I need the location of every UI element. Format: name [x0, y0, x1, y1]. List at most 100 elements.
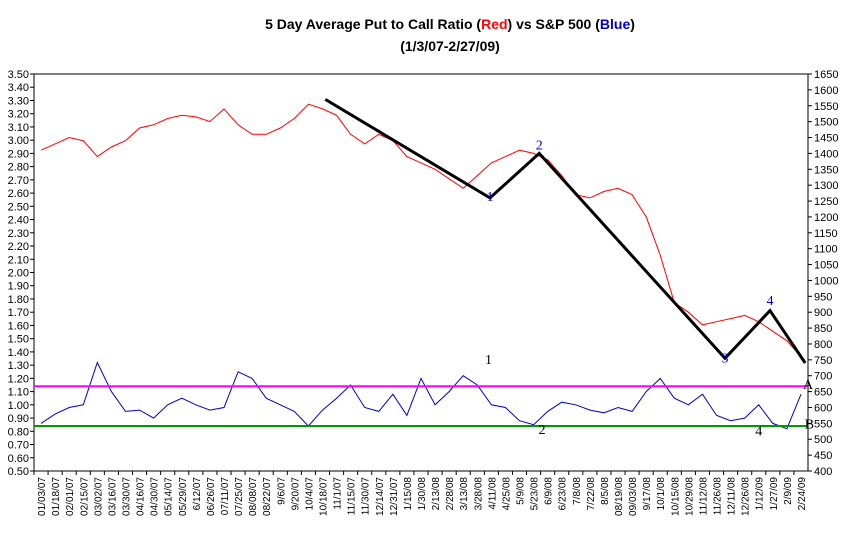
- x-tick-label: 12/14/07: [375, 477, 386, 516]
- chart-subtitle: (1/3/07-2/27/09): [400, 38, 500, 54]
- x-tick-label: 04/16/07: [136, 477, 147, 516]
- x-tick-label: 9/20/07: [290, 477, 301, 511]
- left-tick-label: 2.70: [8, 175, 29, 187]
- x-tick-label: 09/03/08: [628, 477, 639, 516]
- title-blue-word: Blue: [600, 16, 631, 32]
- right-tick-label: 700: [814, 371, 832, 383]
- left-tick-label: 1.70: [8, 307, 29, 319]
- left-tick-label: 3.50: [8, 69, 29, 81]
- x-tick-label: 10/29/08: [684, 477, 695, 516]
- x-tick-label: 11/30/07: [361, 477, 372, 516]
- series-line-blue: [40, 361, 802, 430]
- wave-label: 4: [755, 424, 762, 439]
- left-tick-label: 2.10: [8, 254, 29, 266]
- wave-label: B: [805, 418, 814, 433]
- x-tick-label: 11/12/08: [698, 477, 709, 516]
- right-tick-label: 1450: [814, 133, 838, 145]
- wave-label: 3: [721, 351, 728, 366]
- left-tick-label: 1.80: [8, 294, 29, 306]
- annotations-layer: 1 2 3 4 1 2 4 A B: [485, 139, 814, 440]
- x-tick-label: 03/30/07: [121, 477, 132, 516]
- wave-label: A: [803, 378, 814, 393]
- left-tick-label: 2.40: [8, 215, 29, 227]
- wave-label: 1: [486, 190, 493, 205]
- x-tick-label: 2/13/08: [431, 477, 442, 511]
- x-tick-label: 07/11/07: [220, 477, 231, 516]
- series-layer: [40, 103, 802, 430]
- title-prefix: 5 Day Average Put to Call Ratio (: [265, 16, 481, 32]
- right-tick-label: 500: [814, 434, 832, 446]
- x-tick-label: 08/08/07: [248, 477, 259, 516]
- wave-label: 2: [539, 423, 546, 438]
- left-tick-label: 1.90: [8, 281, 29, 293]
- x-tick-label: 12/26/08: [741, 477, 752, 516]
- wave-trend-line: [324, 98, 807, 364]
- left-tick-label: 1.60: [8, 320, 29, 332]
- x-tick-label: 3/28/08: [473, 477, 484, 511]
- right-tick-label: 600: [814, 402, 832, 414]
- x-tick-label: 7/8/08: [572, 477, 583, 505]
- right-tick-label: 1100: [814, 244, 838, 256]
- right-tick-label: 1200: [814, 212, 838, 224]
- left-tick-label: 2.30: [8, 228, 29, 240]
- plot-area-border: [33, 73, 809, 472]
- x-tick-label: 9/17/08: [642, 477, 653, 511]
- right-tick-label: 1550: [814, 101, 838, 113]
- left-tick-label: 0.50: [8, 466, 29, 478]
- x-tick-label: 1/30/08: [417, 477, 428, 511]
- right-tick-label: 950: [814, 291, 832, 303]
- wave-label: 1: [485, 353, 492, 368]
- right-tick-label: 650: [814, 387, 832, 399]
- wave-layer: [324, 98, 807, 364]
- x-tick-label: 10/15/08: [670, 477, 681, 516]
- right-tick-label: 1650: [814, 69, 838, 81]
- x-tick-label: 4/11/08: [487, 477, 498, 510]
- x-tick-label: 4/25/08: [501, 477, 512, 511]
- x-tick-label: 05/29/07: [178, 477, 189, 516]
- x-tick-label: 02/15/07: [79, 477, 90, 516]
- x-tick-label: 8/5/08: [600, 477, 611, 505]
- right-tick-label: 400: [814, 466, 832, 478]
- title-red-word: Red: [481, 16, 507, 32]
- x-tick-label: 5/23/08: [530, 477, 541, 511]
- x-tick-label: 1/12/09: [755, 477, 766, 511]
- left-tick-label: 1.20: [8, 373, 29, 385]
- right-tick-label: 850: [814, 323, 832, 335]
- x-tick-label: 10/4/07: [304, 477, 315, 511]
- left-tick-label: 2.50: [8, 201, 29, 213]
- right-tick-label: 800: [814, 339, 832, 351]
- x-tick-label: 7/22/08: [586, 477, 597, 511]
- left-tick-label: 1.30: [8, 360, 29, 372]
- left-tick-label: 2.80: [8, 162, 29, 174]
- right-tick-label: 750: [814, 355, 832, 367]
- left-tick-label: 0.80: [8, 426, 29, 438]
- x-tick-label: 1/27/09: [769, 477, 780, 511]
- x-tick-label: 10/1/08: [656, 477, 667, 511]
- right-tick-label: 1150: [814, 228, 838, 240]
- x-tick-label: 6/9/08: [544, 477, 555, 505]
- x-tick-label: 08/19/08: [614, 477, 625, 516]
- x-tick-label: 1/15/08: [403, 477, 414, 511]
- x-tick-label: 06/26/07: [206, 477, 217, 516]
- left-tick-label: 3.10: [8, 122, 29, 134]
- x-tick-label: 05/14/07: [164, 477, 175, 516]
- series-line-red: [40, 103, 802, 358]
- x-axis: 01/03/07 01/18/07 02/01/07 02/15/07 03/02/07…: [33, 471, 808, 516]
- wave-label: 2: [536, 139, 543, 154]
- x-tick-label: 9/6/07: [276, 477, 287, 505]
- title-middle: ) vs S&P 500 (: [508, 16, 601, 32]
- left-tick-label: 0.90: [8, 413, 29, 425]
- x-tick-label: 5/9/08: [516, 477, 527, 505]
- x-tick-label: 6/12/07: [192, 477, 203, 511]
- x-tick-label: 2/28/08: [445, 477, 456, 511]
- left-tick-label: 0.70: [8, 440, 29, 452]
- x-tick-label: 03/16/07: [107, 477, 118, 516]
- right-tick-label: 550: [814, 418, 832, 430]
- left-tick-label: 1.00: [8, 400, 29, 412]
- x-tick-label: 08/22/07: [262, 477, 273, 516]
- x-tick-label: 2/9/09: [783, 477, 794, 505]
- left-tick-label: 2.60: [8, 188, 29, 200]
- x-tick-label: 02/01/07: [65, 477, 76, 516]
- right-tick-label: 450: [814, 450, 832, 462]
